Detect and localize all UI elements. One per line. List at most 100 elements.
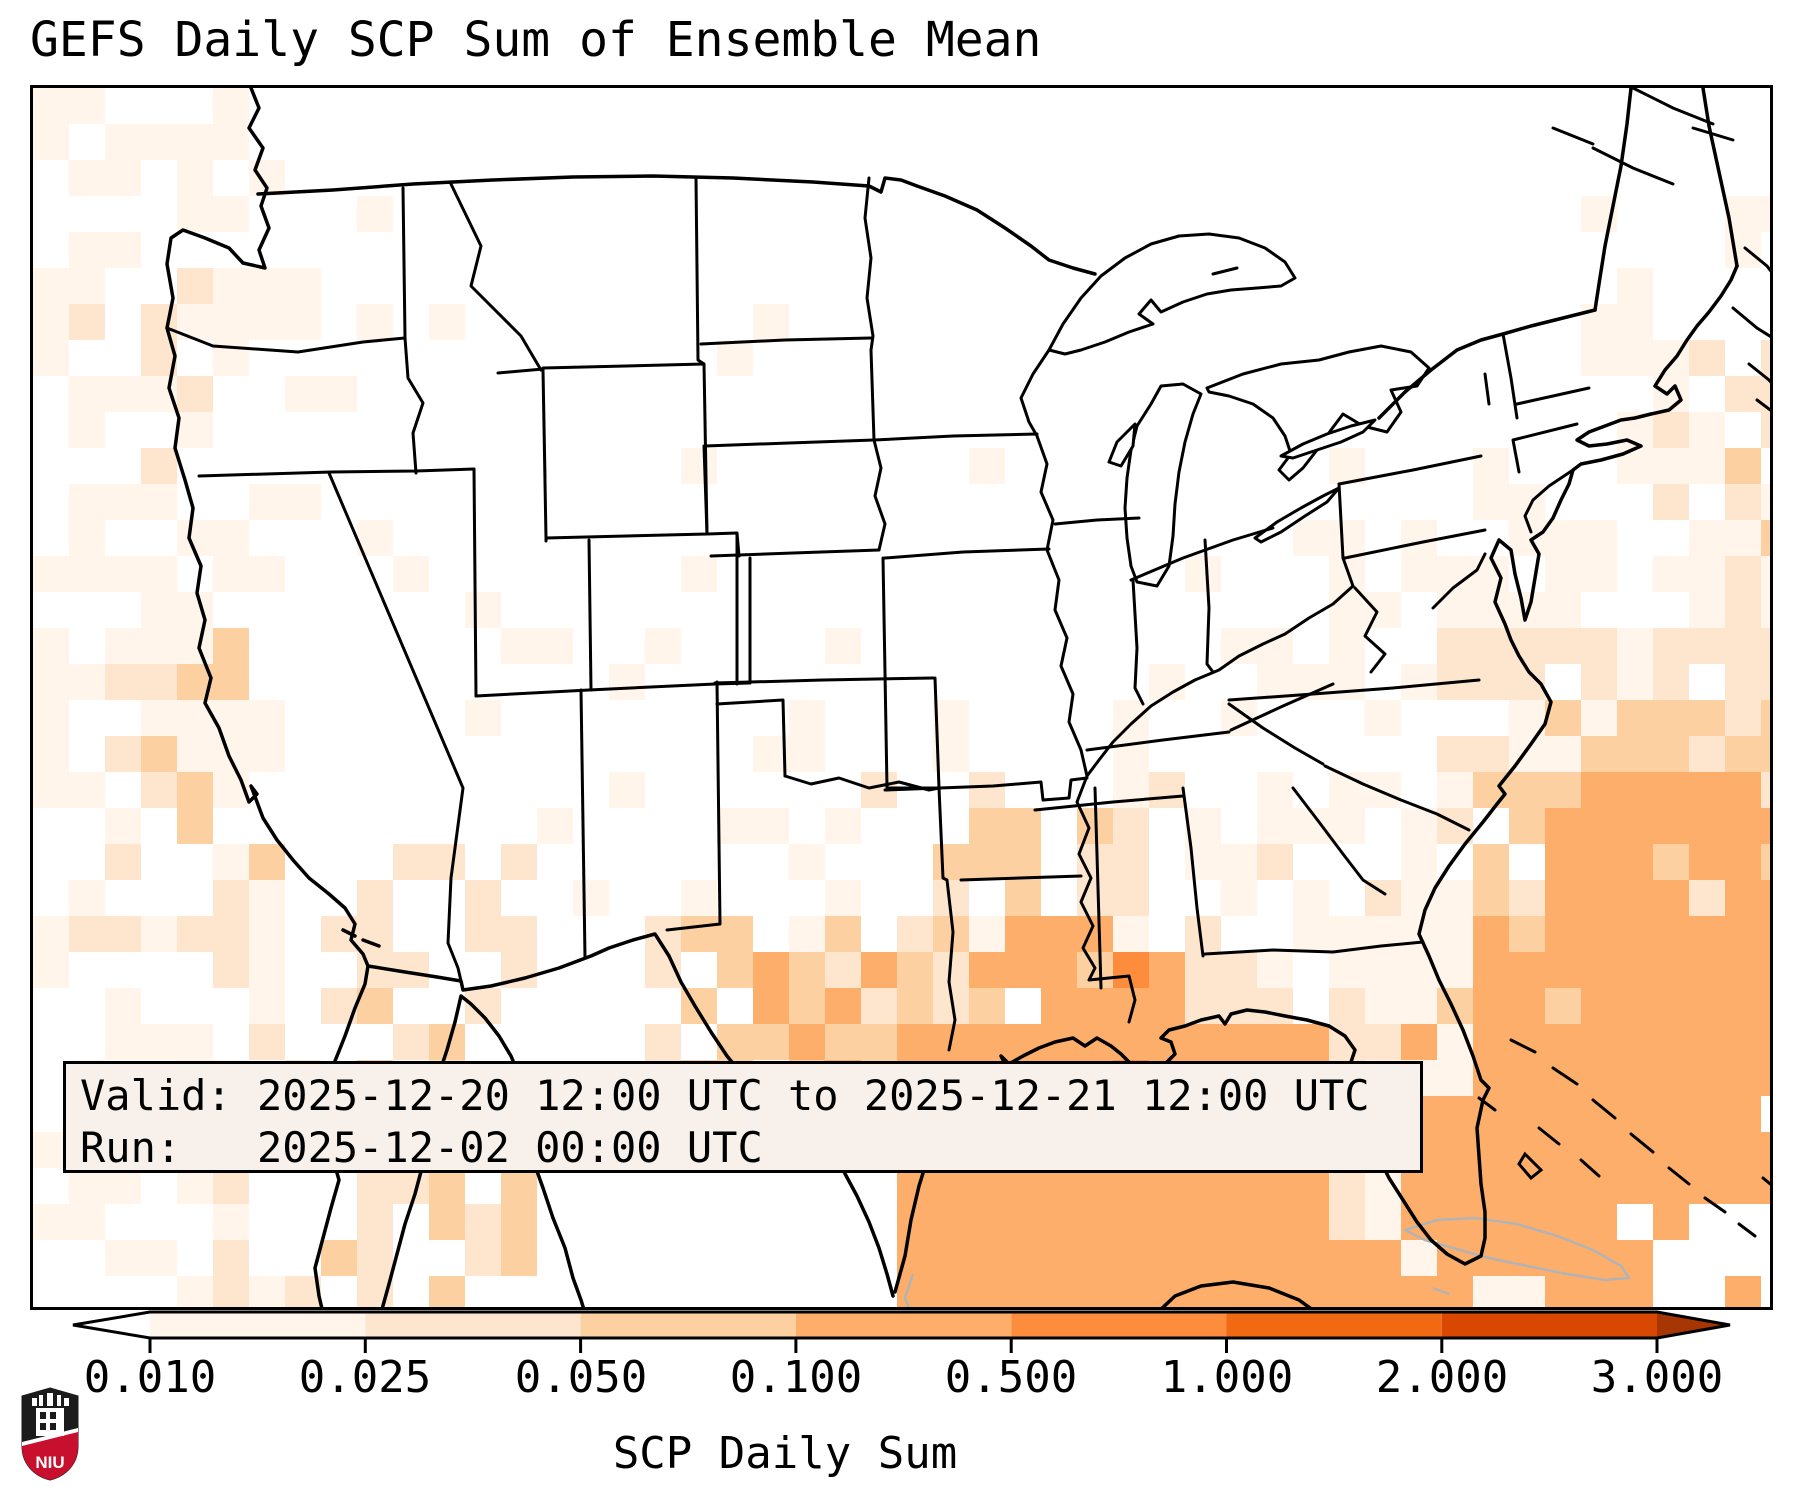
pa-borders <box>1337 454 1487 560</box>
co-borders <box>705 531 752 686</box>
in-oh-border <box>1203 538 1215 674</box>
sd-ne-43n <box>703 438 876 448</box>
green-bay <box>1107 422 1137 468</box>
ia-mo-border <box>883 547 1051 560</box>
tn-nc-border <box>1227 702 1325 766</box>
ks-ne-40n <box>709 548 881 558</box>
state-borders <box>165 176 1591 1052</box>
missouri-river-ne-ia <box>872 438 887 552</box>
logo-castle-windows <box>40 1412 56 1430</box>
colorbar-segment <box>580 1312 796 1338</box>
ga-sc-border <box>1291 786 1387 896</box>
mexico-border <box>366 932 895 1298</box>
tick-label: 0.100 <box>729 1352 863 1403</box>
ut-co-border <box>587 538 593 692</box>
colorbar-segment <box>1441 1312 1657 1338</box>
wa-id-or-border <box>401 186 425 475</box>
colorbar-segments <box>150 1312 1657 1338</box>
minor-coastlines <box>1211 88 1770 1238</box>
wi-il-border <box>1053 516 1141 526</box>
tick-label: 1.000 <box>1160 1352 1294 1403</box>
ks-mo-border <box>881 556 889 790</box>
tn-al-ms-35n <box>1033 794 1185 812</box>
figure-title: GEFS Daily SCP Sum of Ensemble Mean <box>30 12 1042 68</box>
run-time-text: Run: 2025-12-02 00:00 UTC <box>80 1123 763 1172</box>
red-river-tx-ok <box>783 774 941 792</box>
il-in-border <box>1131 578 1145 706</box>
ca-nv-border <box>327 471 465 983</box>
info-box: Valid: 2025-12-20 12:00 UTC to 2025-12-2… <box>63 1061 1423 1173</box>
isle-royale <box>1211 266 1239 276</box>
colorbar-segment <box>150 1312 366 1338</box>
cuba-coastline <box>1403 1216 1631 1282</box>
niu-logo: NIU <box>21 1387 79 1481</box>
ohio-river <box>1085 584 1355 778</box>
ky-tn-border <box>1085 730 1231 752</box>
tick-label: 0.010 <box>83 1352 217 1403</box>
va-nc-border <box>1227 678 1481 702</box>
map-panel: Valid: 2025-12-20 12:00 UTC to 2025-12-2… <box>30 85 1773 1310</box>
lake-erie <box>1253 486 1341 544</box>
mi-south-border <box>1129 526 1275 582</box>
tx-la-ar-borders <box>937 786 1083 1052</box>
colorbar-segment <box>365 1312 581 1338</box>
colorbar-segment <box>795 1312 1012 1338</box>
lake-champlain <box>1483 372 1491 406</box>
colorbar-over-arrow <box>1657 1312 1730 1338</box>
id-mt-border <box>448 180 543 372</box>
ky-va-border <box>1229 682 1335 732</box>
foreign-coastlines <box>903 1216 1631 1307</box>
ks-ok-37n <box>713 676 935 685</box>
al-ga-border <box>1181 786 1205 958</box>
lake-huron <box>1205 344 1431 482</box>
lake-ontario <box>1279 418 1377 460</box>
mt-wy-45n <box>496 367 545 375</box>
west-coast <box>165 88 370 1307</box>
potomac-river <box>1431 552 1487 610</box>
tick-label: 0.500 <box>944 1352 1078 1403</box>
logo-text: NIU <box>35 1453 64 1472</box>
bahamas-islands <box>1477 1038 1770 1238</box>
great-lakes <box>1047 232 1431 588</box>
mo-ar-border <box>883 776 1089 802</box>
mn-nd-sd-borders <box>863 176 876 442</box>
tick-label: 0.050 <box>514 1352 648 1403</box>
isle-of-youth <box>1432 1286 1450 1296</box>
ms-al-border <box>1093 786 1103 990</box>
canadian-maritime-coasts <box>1551 88 1770 412</box>
colorbar-under-arrow <box>73 1312 150 1338</box>
mt-nd-border <box>694 176 706 366</box>
andros-island <box>1517 1151 1544 1181</box>
mexico-river <box>903 1273 915 1307</box>
maine-borders <box>1593 88 1739 312</box>
wv-borders <box>1341 556 1387 674</box>
wa-or-border <box>165 326 407 354</box>
mn-wi-border <box>1019 348 1051 438</box>
ga-fl-border <box>1203 940 1425 956</box>
tick-label: 2.000 <box>1375 1352 1509 1403</box>
baja-gulf-coast <box>380 994 585 1307</box>
nv-ut-border <box>472 467 478 698</box>
ne-wy-104w <box>702 444 709 536</box>
ok-panhandle <box>715 698 787 778</box>
new-england-borders <box>1501 332 1591 474</box>
colorbar-label: SCP Daily Sum <box>612 1428 958 1479</box>
colorbar-segment <box>1226 1312 1442 1338</box>
st-lawrence-border <box>1377 308 1597 420</box>
colorbar <box>0 1305 1803 1365</box>
oh-pa-border <box>1337 482 1345 560</box>
international-borders <box>256 88 1739 1298</box>
ok-ar-border <box>933 676 941 790</box>
parallel-42n <box>197 467 476 478</box>
mississippi-river-lower <box>1075 774 1137 1024</box>
az-nm-border <box>579 688 587 960</box>
yucatan-coast <box>1160 1280 1312 1307</box>
colorbar-segment <box>1011 1312 1227 1338</box>
valid-time-text: Valid: 2025-12-20 12:00 UTC to 2025-12-2… <box>80 1071 1370 1120</box>
mississippi-river-upper <box>1035 434 1089 778</box>
colorbar-ticks <box>148 1338 1659 1353</box>
canada-border <box>256 174 1097 276</box>
nd-sd-46n <box>699 336 873 346</box>
nc-sc-border <box>1323 764 1471 832</box>
